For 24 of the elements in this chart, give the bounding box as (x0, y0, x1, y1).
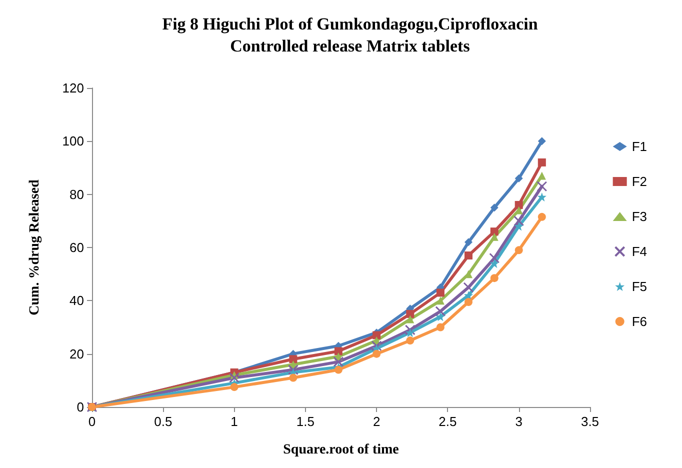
y-tick-label: 20 (70, 346, 84, 362)
legend-label: F3 (632, 209, 647, 224)
legend-label: F6 (632, 314, 647, 329)
legend-label: F1 (632, 139, 647, 154)
legend-label: F4 (632, 244, 647, 259)
x-tick-label: 3 (515, 414, 522, 429)
x-tick-label: 2 (372, 414, 380, 429)
y-tick-label: 100 (62, 134, 84, 149)
x-tick-label: 2.5 (438, 414, 457, 429)
x-tick-label: 0.5 (154, 414, 172, 429)
y-tick-label: 0 (76, 400, 84, 414)
y-tick-label: 60 (70, 240, 84, 255)
chart-title: Fig 8 Higuchi Plot of Gumkondagogu,Ciprofloxacin Controlled release Matrix tablets (162, 14, 538, 56)
legend-label: F5 (632, 279, 647, 294)
x-tick-label: 0 (88, 414, 96, 429)
x-tick-label: 3.5 (580, 414, 600, 429)
y-axis-title: Cum. %drug Released (28, 179, 42, 316)
x-tick-label: 1 (230, 414, 238, 429)
y-tick-label: 120 (62, 80, 84, 96)
legend-label: F2 (632, 174, 647, 189)
y-tick-label: 40 (70, 293, 84, 308)
y-tick-label: 80 (70, 186, 84, 202)
x-tick-label: 1.5 (296, 414, 314, 429)
x-axis-title: Square.root of time (283, 442, 399, 458)
